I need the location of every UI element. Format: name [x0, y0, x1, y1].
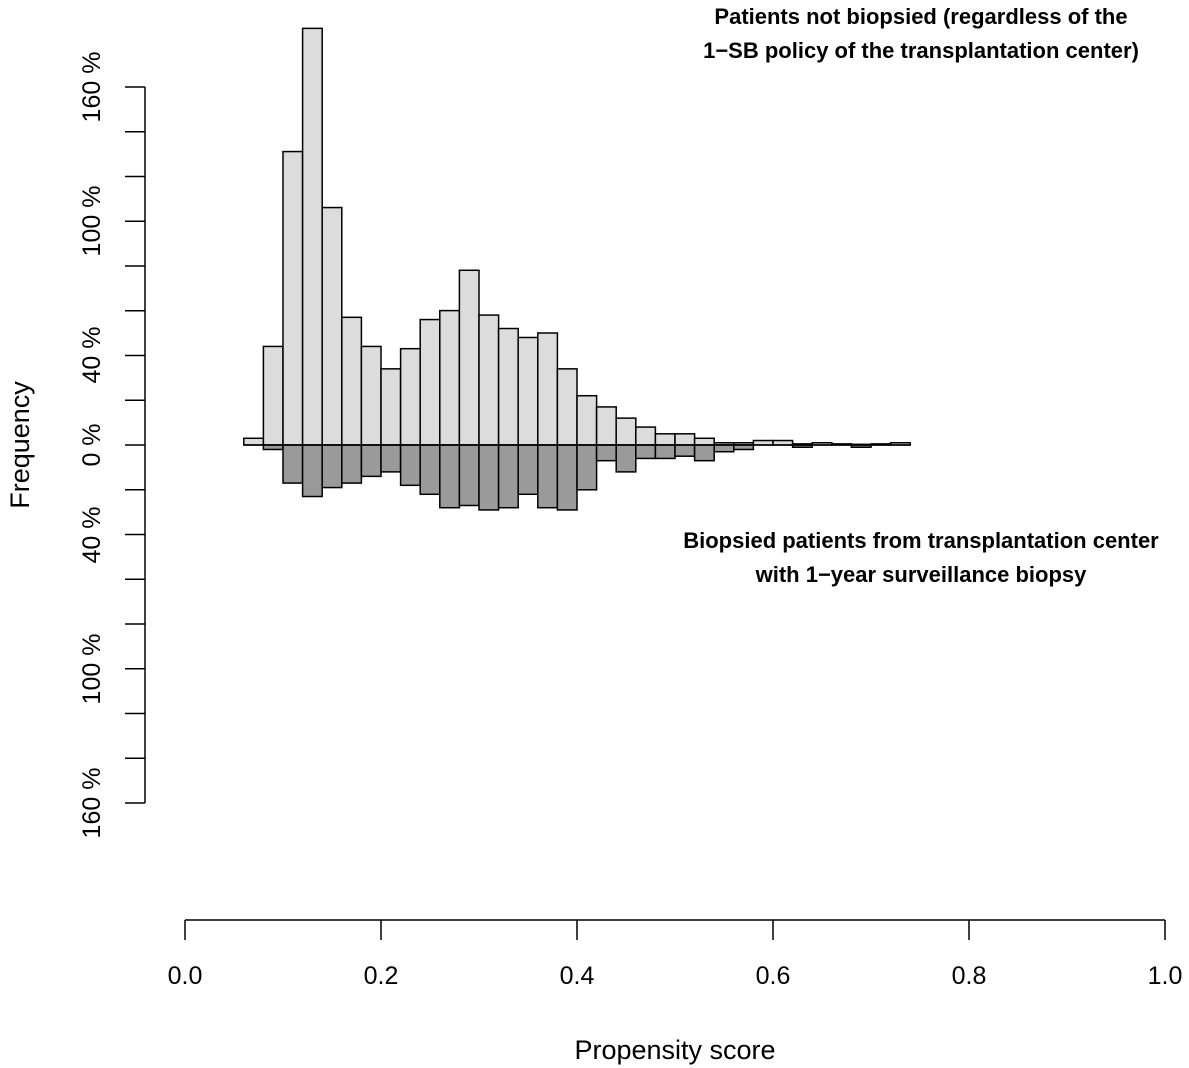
x-axis-ticks: [184, 920, 1166, 940]
y-tick-label-1: 100 %: [78, 186, 106, 257]
not-biopsied-bar-8: [399, 347, 421, 446]
x-tick-label-4: 0.8: [952, 962, 987, 990]
x-tick-label-3: 0.6: [756, 962, 791, 990]
y-tick-label-6: 160 %: [78, 768, 106, 839]
x-tick-label-5: 1.0: [1148, 962, 1183, 990]
biopsied-bar-3: [301, 444, 323, 498]
not-biopsied-bar-19: [615, 417, 637, 446]
biopsied-bar-24: [713, 444, 735, 453]
not-biopsied-bar-4: [321, 206, 343, 446]
not-biopsied-bar-0: [243, 437, 265, 446]
biopsied-bar-20: [635, 444, 657, 460]
not-biopsied-bar-14: [517, 336, 539, 446]
not-biopsied-bar-3: [301, 27, 323, 446]
not-biopsied-bar-5: [341, 316, 363, 446]
biopsied-bar-7: [380, 444, 402, 473]
lower-bars-group: [262, 444, 872, 511]
x-axis-tick-labels: 0.0 0.2 0.4 0.6 0.8 1.0: [168, 962, 1183, 990]
not-biopsied-bar-15: [537, 332, 559, 446]
not-biopsied-bar-12: [478, 314, 500, 446]
biopsied-bar-13: [497, 444, 519, 509]
biopsied-bar-6: [360, 444, 382, 478]
biopsied-bar-21: [654, 444, 676, 460]
x-tick-label-2: 0.4: [560, 962, 595, 990]
biopsied-bar-5: [341, 444, 363, 484]
not-biopsied-bar-17: [576, 394, 598, 446]
not-biopsied-bar-1: [262, 345, 284, 446]
y-tick-label-4: 40 %: [78, 507, 106, 564]
y-tick-label-5: 100 %: [78, 634, 106, 705]
biopsied-bar-11: [458, 444, 480, 507]
not-biopsied-bar-7: [380, 368, 402, 446]
biopsied-bar-8: [399, 444, 421, 487]
not-biopsied-bar-10: [439, 309, 461, 446]
not-biopsied-bar-11: [458, 269, 480, 446]
not-biopsied-bar-21: [654, 433, 676, 446]
biopsied-bar-22: [674, 444, 696, 457]
x-axis-title: Propensity score: [574, 1035, 775, 1065]
not-biopsied-bar-9: [419, 318, 441, 446]
biopsied-bar-2: [282, 444, 304, 484]
not-biopsied-bar-18: [595, 406, 617, 446]
y-tick-label-3: 0 %: [78, 423, 106, 466]
biopsied-bar-4: [321, 444, 343, 489]
biopsied-bar-9: [419, 444, 441, 496]
annotation-biopsied-line1: Biopsied patients from transplantation c…: [683, 528, 1159, 553]
biopsied-bar-12: [478, 444, 500, 511]
not-biopsied-bar-16: [556, 368, 578, 446]
annotation-not-biopsied-line1: Patients not biopsied (regardless of the: [714, 4, 1127, 29]
y-axis-tick-labels: 160 % 100 % 40 % 0 % 40 % 100 % 160 %: [78, 52, 106, 839]
biopsied-bar-18: [595, 444, 617, 462]
biopsied-bar-14: [517, 444, 539, 496]
not-biopsied-bar-20: [635, 426, 657, 446]
not-biopsied-bar-6: [360, 345, 382, 446]
not-biopsied-bar-13: [497, 327, 519, 446]
not-biopsied-bar-23: [693, 437, 715, 446]
biopsied-bar-17: [576, 444, 598, 491]
biopsied-bar-16: [556, 444, 578, 511]
upper-bars-group: [243, 27, 911, 446]
annotation-biopsied-line2: with 1−year surveillance biopsy: [755, 562, 1088, 587]
y-axis-title: Frequency: [5, 381, 35, 509]
annotation-not-biopsied-line2: 1−SB policy of the transplantation cente…: [703, 38, 1139, 63]
y-axis-ticks: [125, 86, 145, 804]
not-biopsied-bar-22: [674, 433, 696, 446]
y-tick-label-0: 160 %: [78, 52, 106, 123]
not-biopsied-bar-2: [282, 150, 304, 446]
biopsied-bar-19: [615, 444, 637, 473]
x-tick-label-0: 0.0: [168, 962, 203, 990]
y-tick-label-2: 40 %: [78, 327, 106, 384]
biopsied-bar-15: [537, 444, 559, 509]
biopsied-bar-23: [693, 444, 715, 462]
x-tick-label-1: 0.2: [364, 962, 399, 990]
biopsied-bar-10: [439, 444, 461, 509]
